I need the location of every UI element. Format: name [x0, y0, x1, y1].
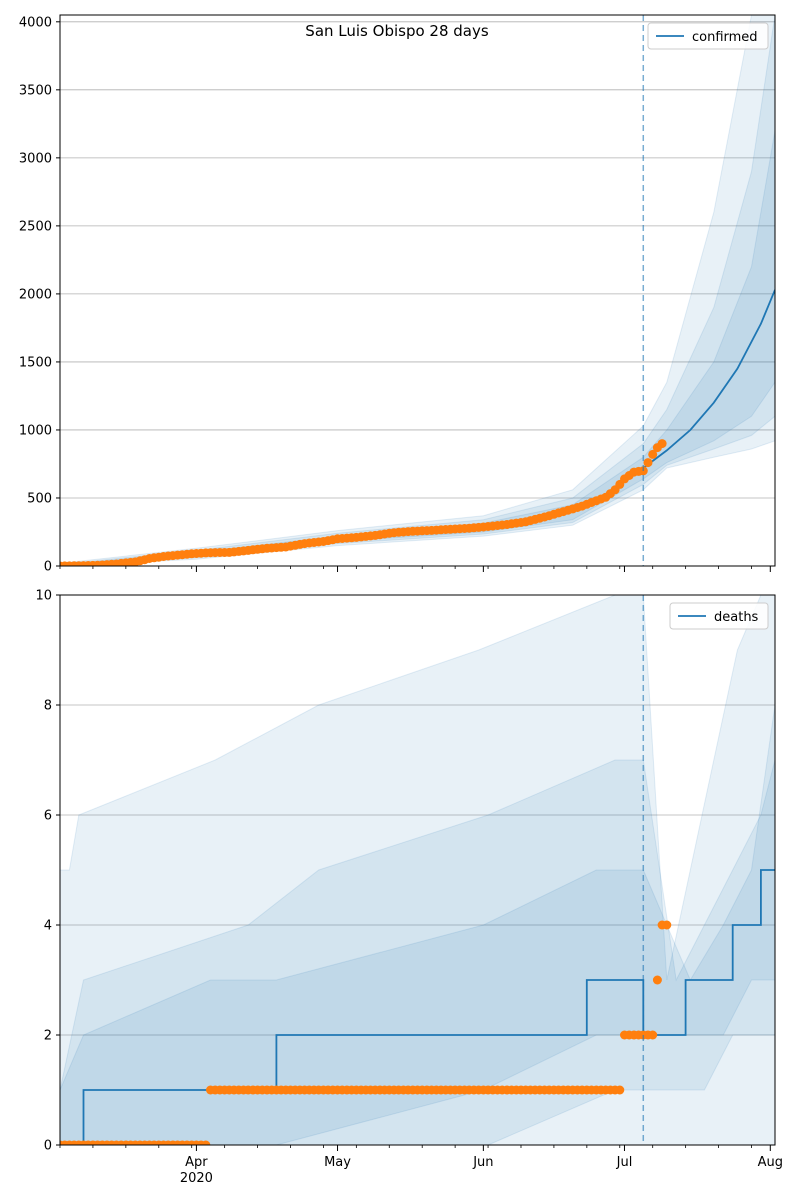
y-tick-label: 2000 [19, 287, 52, 302]
y-tick-label: 2 [44, 1029, 52, 1044]
legend-box [669, 602, 769, 630]
median-line [642, 289, 775, 469]
observed-point [662, 920, 672, 930]
uncertainty-band [60, 15, 775, 566]
uncertainty-band [60, 130, 775, 566]
uncertainty-band [60, 595, 775, 1145]
plot-area [60, 595, 775, 1145]
y-tick-label: 2500 [19, 219, 52, 234]
y-tick-label: 0 [44, 560, 52, 575]
observed-point [648, 449, 658, 459]
y-tick-label: 6 [44, 809, 52, 824]
confirmed-panel: 0 500 1000 1500 2000 2500 3000 3500 4000 confirme… [19, 14, 776, 575]
uncertainty-band [60, 15, 775, 566]
x-tick-label: Apr [185, 1155, 208, 1170]
uncertainty-band [60, 704, 775, 1145]
chart-title: San Luis Obispo 28 days [305, 22, 489, 40]
axes-frame [59, 14, 776, 567]
observed-point [615, 1085, 625, 1095]
plot-area [60, 15, 775, 566]
observed-point [657, 439, 667, 449]
y-tick-label: 10 [35, 589, 52, 604]
y-tick-label: 1000 [19, 423, 52, 438]
x-tick-label: Jul [616, 1155, 633, 1170]
legend-label: confirmed [692, 30, 758, 45]
y-tick-label: 4000 [19, 15, 52, 30]
observed-point [648, 1030, 658, 1040]
legend-box [647, 22, 769, 50]
observed-point [643, 458, 653, 468]
y-tick-label: 4 [44, 919, 52, 934]
y-tick-label: 3000 [19, 151, 52, 166]
x-tick-label: Jun [472, 1155, 493, 1170]
y-tick-label: 0 [44, 1139, 52, 1154]
observed-point [652, 975, 662, 985]
x-tick-sublabel: 2020 [180, 1171, 213, 1186]
x-tick-label: May [324, 1155, 351, 1170]
y-tick-label: 500 [27, 491, 52, 506]
axes-frame [59, 594, 776, 1146]
uncertainty-band [60, 759, 775, 1145]
y-tick-label: 3500 [19, 83, 52, 98]
observed-point [201, 1140, 211, 1145]
legend-label: deaths [714, 610, 759, 625]
y-tick-label: 8 [44, 699, 52, 714]
x-tick-label: Aug [758, 1155, 783, 1170]
y-tick-label: 1500 [19, 355, 52, 370]
